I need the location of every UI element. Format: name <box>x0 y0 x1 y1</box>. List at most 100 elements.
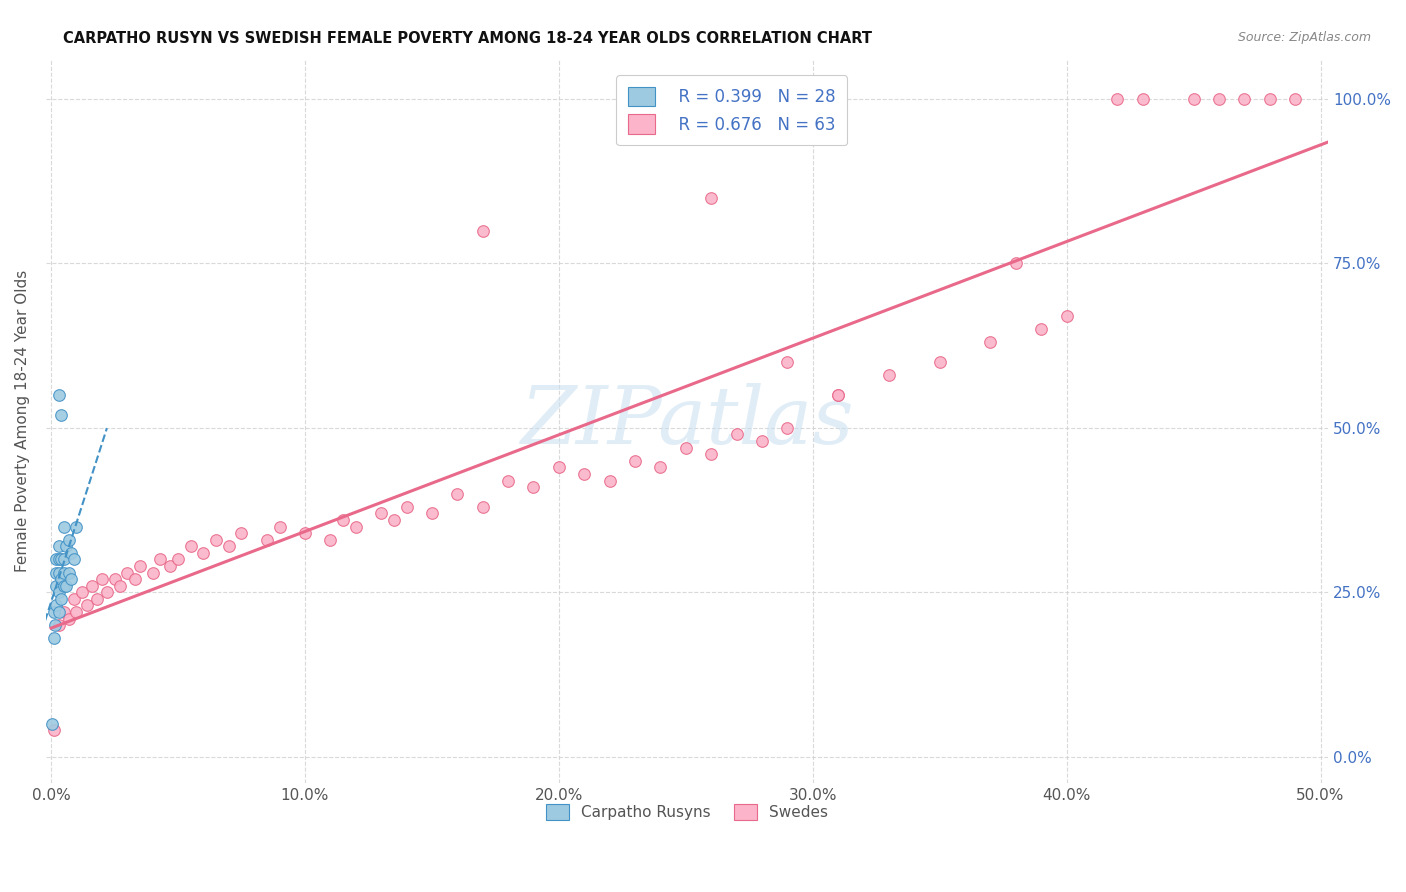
Point <box>42 605 65 619</box>
Point <box>205 533 228 547</box>
Point <box>751 434 773 448</box>
Point <box>63 591 86 606</box>
Point <box>48 605 70 619</box>
Point <box>1258 92 1281 106</box>
Point <box>96 585 118 599</box>
Point <box>41 716 63 731</box>
Point <box>65 519 87 533</box>
Point <box>55 539 77 553</box>
Point <box>599 474 621 488</box>
Point <box>1182 92 1205 106</box>
Point <box>446 486 468 500</box>
Point <box>979 335 1001 350</box>
Y-axis label: Female Poverty Among 18-24 Year Olds: Female Poverty Among 18-24 Year Olds <box>15 270 30 573</box>
Point <box>48 566 70 580</box>
Point <box>180 539 202 553</box>
Point <box>52 519 75 533</box>
Point <box>45 599 67 613</box>
Point <box>344 519 367 533</box>
Point <box>108 579 131 593</box>
Point <box>52 566 75 580</box>
Point <box>700 191 723 205</box>
Point <box>1107 92 1129 106</box>
Point <box>149 552 172 566</box>
Point <box>193 546 215 560</box>
Point <box>45 566 67 580</box>
Point <box>522 480 544 494</box>
Point <box>471 500 494 514</box>
Point <box>55 579 77 593</box>
Point <box>370 507 392 521</box>
Point <box>45 579 67 593</box>
Point <box>776 421 799 435</box>
Point <box>90 572 112 586</box>
Point <box>60 546 83 560</box>
Point <box>76 599 98 613</box>
Legend: Carpatho Rusyns, Swedes: Carpatho Rusyns, Swedes <box>540 797 834 826</box>
Point <box>48 552 70 566</box>
Point <box>52 552 75 566</box>
Point <box>382 513 405 527</box>
Point <box>65 605 87 619</box>
Point <box>42 723 65 738</box>
Point <box>45 552 67 566</box>
Point <box>58 533 80 547</box>
Point <box>51 572 73 586</box>
Point <box>624 454 647 468</box>
Point <box>496 474 519 488</box>
Point <box>70 585 93 599</box>
Point <box>1132 92 1154 106</box>
Point <box>700 447 723 461</box>
Point <box>124 572 146 586</box>
Point <box>167 552 190 566</box>
Point <box>1284 92 1306 106</box>
Point <box>44 618 66 632</box>
Point <box>827 388 849 402</box>
Point <box>256 533 278 547</box>
Point <box>675 441 697 455</box>
Point <box>1233 92 1256 106</box>
Point <box>51 552 73 566</box>
Point <box>1005 256 1028 270</box>
Point <box>231 526 253 541</box>
Point <box>86 591 108 606</box>
Point <box>115 566 138 580</box>
Point <box>159 559 181 574</box>
Point <box>332 513 354 527</box>
Point <box>650 460 672 475</box>
Point <box>319 533 342 547</box>
Text: CARPATHO RUSYN VS SWEDISH FEMALE POVERTY AMONG 18-24 YEAR OLDS CORRELATION CHART: CARPATHO RUSYN VS SWEDISH FEMALE POVERTY… <box>63 31 872 46</box>
Text: ZIPatlas: ZIPatlas <box>520 383 853 460</box>
Point <box>395 500 418 514</box>
Point <box>42 632 65 646</box>
Point <box>928 355 950 369</box>
Point <box>776 355 799 369</box>
Point <box>60 572 83 586</box>
Point <box>547 460 569 475</box>
Point <box>52 605 75 619</box>
Point <box>58 612 80 626</box>
Point <box>1208 92 1230 106</box>
Point <box>471 224 494 238</box>
Point <box>1031 322 1053 336</box>
Point <box>420 507 443 521</box>
Point <box>80 579 103 593</box>
Point <box>48 388 70 402</box>
Point <box>51 591 73 606</box>
Point <box>269 519 291 533</box>
Text: Source: ZipAtlas.com: Source: ZipAtlas.com <box>1237 31 1371 45</box>
Point <box>51 408 73 422</box>
Point <box>103 572 125 586</box>
Point <box>52 579 75 593</box>
Point <box>1056 309 1078 323</box>
Point <box>877 368 900 383</box>
Point <box>63 552 86 566</box>
Point <box>129 559 152 574</box>
Point <box>725 427 748 442</box>
Point <box>218 539 240 553</box>
Point <box>48 618 70 632</box>
Point <box>48 539 70 553</box>
Point <box>827 388 849 402</box>
Point <box>142 566 165 580</box>
Point <box>294 526 316 541</box>
